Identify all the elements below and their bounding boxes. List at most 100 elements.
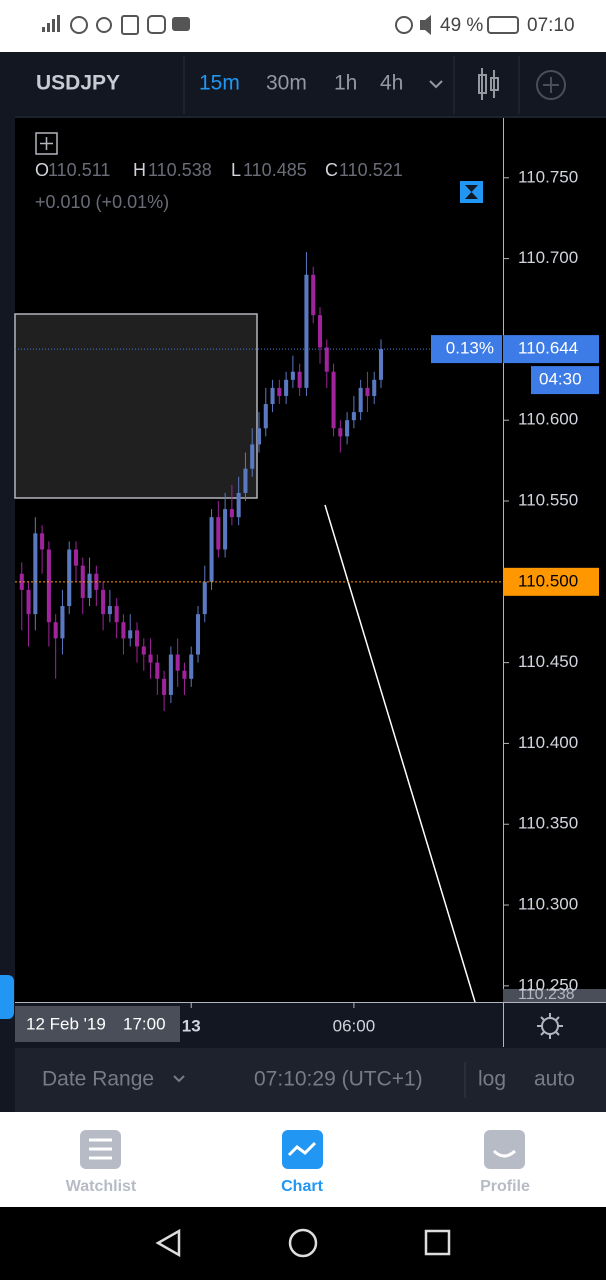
candle-body	[351, 412, 356, 421]
countdown-label: 04:30	[539, 370, 582, 389]
chart-type-button[interactable]	[478, 68, 499, 100]
tab-label[interactable]: Profile	[480, 1178, 530, 1195]
candle-body	[372, 379, 377, 396]
status-icons	[42, 15, 519, 35]
candle-body	[263, 404, 268, 429]
legend-toggle[interactable]	[35, 132, 58, 155]
legend-value: 110.511	[48, 160, 110, 180]
legend-value: 110.485	[243, 160, 307, 180]
candle-body	[80, 565, 85, 598]
home-button[interactable]	[288, 1228, 318, 1258]
candle-body	[202, 581, 207, 615]
auto-toggle[interactable]: auto	[534, 1068, 575, 1091]
candle-body	[236, 492, 241, 518]
recents-button[interactable]	[424, 1229, 451, 1256]
candle-body	[107, 606, 112, 615]
interval[interactable]: 30m	[266, 72, 307, 95]
y-tick-label: 110.600	[518, 410, 578, 429]
log-toggle[interactable]: log	[478, 1068, 506, 1091]
chart-area	[15, 118, 606, 1002]
interval[interactable]: 4h	[380, 72, 403, 95]
candle-body	[223, 509, 228, 550]
candle-body	[365, 387, 370, 396]
y-tick-label: 110.300	[518, 895, 578, 914]
x-tick-label: 13	[182, 1016, 201, 1035]
candle-body	[134, 630, 140, 647]
change-tag	[431, 335, 502, 364]
legend-key: C	[325, 160, 338, 180]
date-range-caret	[173, 1075, 185, 1083]
candle-body	[189, 654, 194, 679]
profile-glyph	[492, 1149, 517, 1158]
interval[interactable]: 15m	[199, 72, 240, 95]
battery-text: 49 %	[440, 15, 483, 36]
symbol[interactable]: USDJPY	[36, 72, 120, 95]
timezone-clock[interactable]: 07:10:29 (UTC+1)	[254, 1068, 423, 1091]
candle-body	[277, 387, 282, 396]
watchlist-glyph	[89, 1138, 112, 1160]
candle-body	[256, 428, 262, 445]
candle-body	[101, 589, 106, 615]
rectangle-drawing[interactable]	[14, 313, 258, 499]
legend-value: 110.538	[148, 160, 212, 180]
candle-body	[358, 387, 363, 413]
candle-body	[121, 622, 126, 639]
y-tick-label: 110.550	[518, 490, 578, 509]
candle-body	[378, 349, 384, 380]
back-button[interactable]	[155, 1228, 181, 1258]
candle-body	[53, 622, 58, 639]
chart-glyph	[287, 1141, 317, 1157]
candle-body	[317, 315, 323, 348]
candle-body	[324, 347, 329, 372]
settings-icon[interactable]	[537, 1013, 563, 1039]
system-nav	[0, 1207, 606, 1280]
clock: 07:10	[527, 15, 575, 36]
candle-body	[46, 549, 51, 623]
candle-body	[128, 630, 133, 639]
tab-label[interactable]: Chart	[281, 1178, 323, 1195]
alert-price-tag	[503, 567, 599, 596]
bottom-bar	[15, 1048, 606, 1112]
y-tick-label: 110.450	[518, 652, 578, 671]
change-label: 0.13%	[446, 339, 494, 358]
settings-corner	[504, 1003, 606, 1047]
ohlc-legend: O 110.511 H 110.538 L 110.485 C 110.521 …	[35, 160, 403, 212]
last-price-label: 110.644	[518, 339, 578, 358]
y-tick-label: 110.400	[518, 733, 578, 752]
candle-body	[345, 420, 350, 437]
candle-body	[73, 549, 79, 566]
x-tick-label: 06:00	[333, 1016, 376, 1035]
interval-dropdown[interactable]	[429, 80, 443, 89]
candle-body	[148, 654, 153, 663]
date-range[interactable]: Date Range	[42, 1068, 154, 1091]
candle-body	[297, 371, 302, 388]
candle-body	[284, 379, 289, 396]
candle-body	[168, 654, 173, 695]
candle-body	[162, 678, 167, 695]
side-handle[interactable]	[0, 975, 14, 1019]
legend-key: L	[231, 160, 241, 180]
candle-body	[40, 533, 45, 550]
profile-icon[interactable]	[484, 1130, 525, 1169]
tab-label[interactable]: Watchlist	[66, 1178, 137, 1195]
candle-body	[195, 614, 201, 655]
add-button[interactable]	[536, 70, 566, 100]
candle-body	[141, 646, 146, 655]
legend-key: H	[133, 160, 146, 180]
y-tick-label: 110.700	[518, 248, 578, 267]
legend-value: 110.521	[339, 160, 403, 180]
plot	[15, 252, 503, 712]
crosshair-time: 17:00	[123, 1014, 166, 1033]
trend-line-drawing[interactable]	[324, 504, 476, 1003]
candle-body	[338, 428, 343, 437]
candle-body	[155, 662, 160, 679]
price-scale-cut	[503, 989, 606, 1002]
y-tick-label: 110.350	[518, 814, 578, 833]
interval[interactable]: 1h	[334, 72, 357, 95]
replay-glyph	[465, 185, 478, 199]
candle-body	[114, 606, 119, 623]
candle-body	[216, 517, 221, 550]
legend-toggle-icon	[40, 137, 53, 150]
